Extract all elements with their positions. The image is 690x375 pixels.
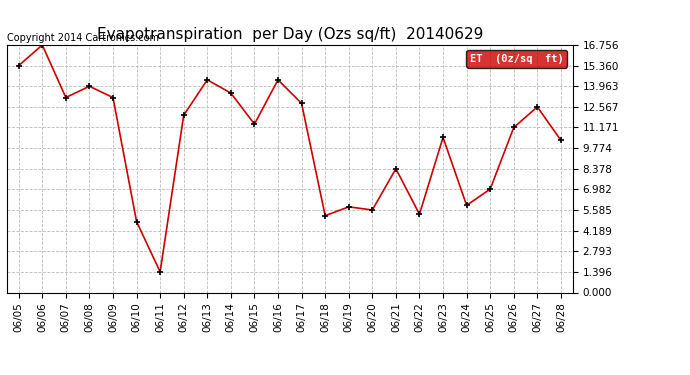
Legend: ET  (0z/sq  ft): ET (0z/sq ft) xyxy=(466,50,567,68)
Title: Evapotranspiration  per Day (Ozs sq/ft)  20140629: Evapotranspiration per Day (Ozs sq/ft) 2… xyxy=(97,27,483,42)
Text: Copyright 2014 Cartronics.com: Copyright 2014 Cartronics.com xyxy=(7,33,159,42)
